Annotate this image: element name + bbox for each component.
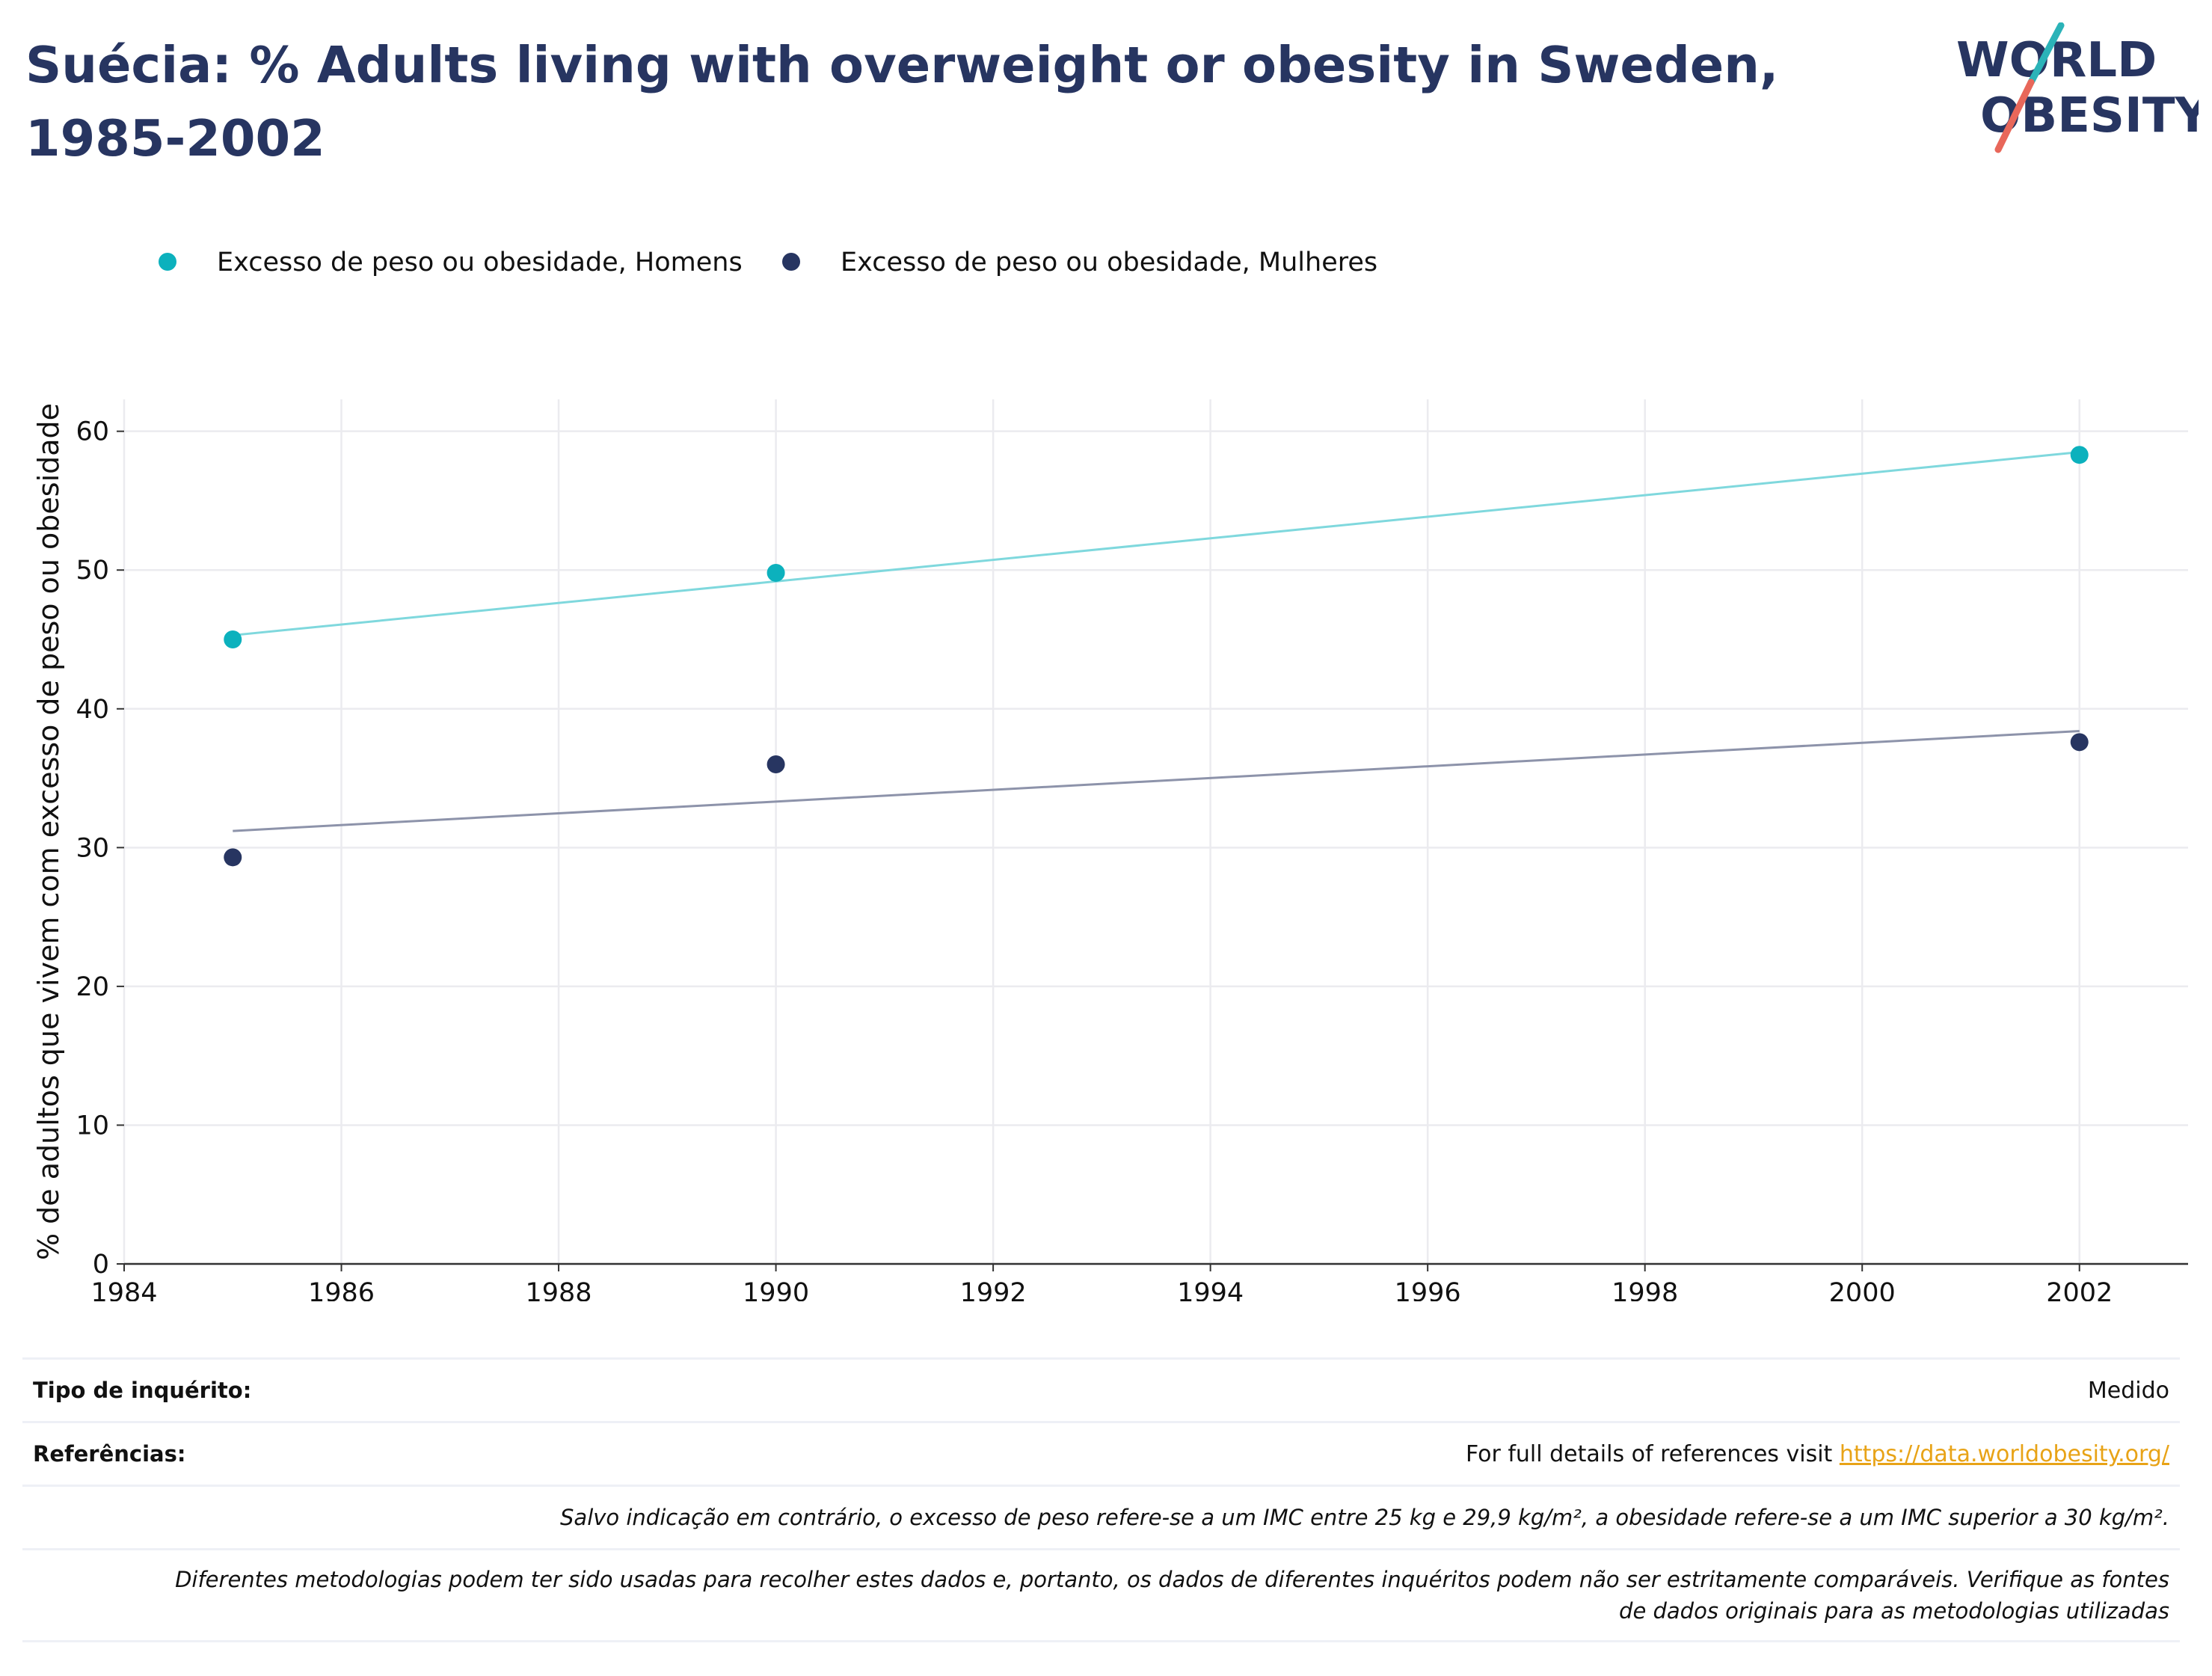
references-text: For full details of references visit bbox=[1465, 1440, 1840, 1467]
data-point bbox=[2070, 733, 2089, 752]
data-point bbox=[224, 630, 242, 649]
x-tick-label: 1988 bbox=[526, 1278, 592, 1301]
y-tick-label: 40 bbox=[76, 695, 109, 725]
x-tick-label: 2002 bbox=[2046, 1278, 2113, 1301]
x-tick-label: 1994 bbox=[1177, 1278, 1244, 1301]
survey-type-row: Tipo de inquérito: Medido bbox=[22, 1357, 2180, 1421]
methodology-note: Diferentes metodologias podem ter sido u… bbox=[175, 1564, 2169, 1627]
legend-marker bbox=[782, 253, 800, 271]
methodology-note-row: Diferentes metodologias podem ter sido u… bbox=[22, 1548, 2180, 1642]
trend-lines bbox=[233, 451, 2080, 832]
world-obesity-logo: WORLD OBESITY bbox=[1956, 22, 2199, 153]
data-point bbox=[766, 563, 785, 582]
y-tick-label: 30 bbox=[76, 833, 109, 863]
x-tick-label: 1998 bbox=[1612, 1278, 1678, 1301]
trend-line bbox=[233, 729, 2080, 832]
legend-label: Excesso de peso ou obesidade, Mulheres bbox=[841, 248, 1377, 277]
methodology-note-line-1: Diferentes metodologias podem ter sido u… bbox=[175, 1567, 2169, 1592]
y-tick-label: 60 bbox=[76, 417, 109, 447]
references-label: Referências: bbox=[33, 1441, 186, 1467]
data-point bbox=[2070, 446, 2089, 464]
y-tick-label: 50 bbox=[76, 556, 109, 586]
chart-footer: Tipo de inquérito: Medido Referências: F… bbox=[22, 1357, 2180, 1642]
survey-type-label: Tipo de inquérito: bbox=[33, 1378, 252, 1403]
references-text-wrap: For full details of references visit htt… bbox=[1466, 1441, 2169, 1467]
legend-label: Excesso de peso ou obesidade, Homens bbox=[217, 248, 743, 277]
y-tick-label: 0 bbox=[93, 1250, 109, 1280]
definition-note-row: Salvo indicação em contrário, o excesso … bbox=[22, 1485, 2180, 1548]
references-row: Referências: For full details of referen… bbox=[22, 1421, 2180, 1485]
x-tick-label: 2000 bbox=[1829, 1278, 1896, 1301]
legend: Excesso de peso ou obesidade, Homens Exce… bbox=[159, 248, 1377, 277]
chart: Excesso de peso ou obesidade, Homens Exce… bbox=[32, 248, 2188, 1301]
data-point bbox=[224, 848, 242, 867]
x-tick-label: 1992 bbox=[960, 1278, 1027, 1301]
legend-marker bbox=[159, 253, 176, 271]
y-tick-label: 10 bbox=[76, 1111, 109, 1141]
y-axis-label: % de adultos que vivem com excesso de pe… bbox=[32, 403, 65, 1260]
axes: 1984 1986 1988 1990 1992 1994 1996 1998 2000 2002… bbox=[76, 417, 2188, 1301]
x-tick-label: 1990 bbox=[743, 1278, 809, 1301]
x-tick-label: 1986 bbox=[308, 1278, 375, 1301]
logo-slash-bottom bbox=[1994, 79, 2035, 153]
references-link[interactable]: https://data.worldobesity.org/ bbox=[1839, 1440, 2169, 1467]
definition-note: Salvo indicação em contrário, o excesso … bbox=[560, 1505, 2169, 1530]
logo-line-1: WORLD bbox=[1956, 33, 2157, 88]
trend-line bbox=[233, 451, 2080, 636]
y-tick-label: 20 bbox=[76, 972, 109, 1002]
survey-type-value: Medido bbox=[2087, 1377, 2169, 1404]
methodology-note-line-2: de dados originais para as metodologias … bbox=[1619, 1598, 2169, 1624]
data-points bbox=[224, 446, 2089, 867]
x-tick-label: 1996 bbox=[1395, 1278, 1461, 1301]
x-tick-label: 1984 bbox=[90, 1278, 157, 1301]
logo-slash-top bbox=[2027, 22, 2065, 86]
grid bbox=[123, 399, 2188, 1265]
chart-title: Suécia: % Adults living with overweight … bbox=[25, 36, 1779, 168]
data-point bbox=[766, 755, 785, 774]
